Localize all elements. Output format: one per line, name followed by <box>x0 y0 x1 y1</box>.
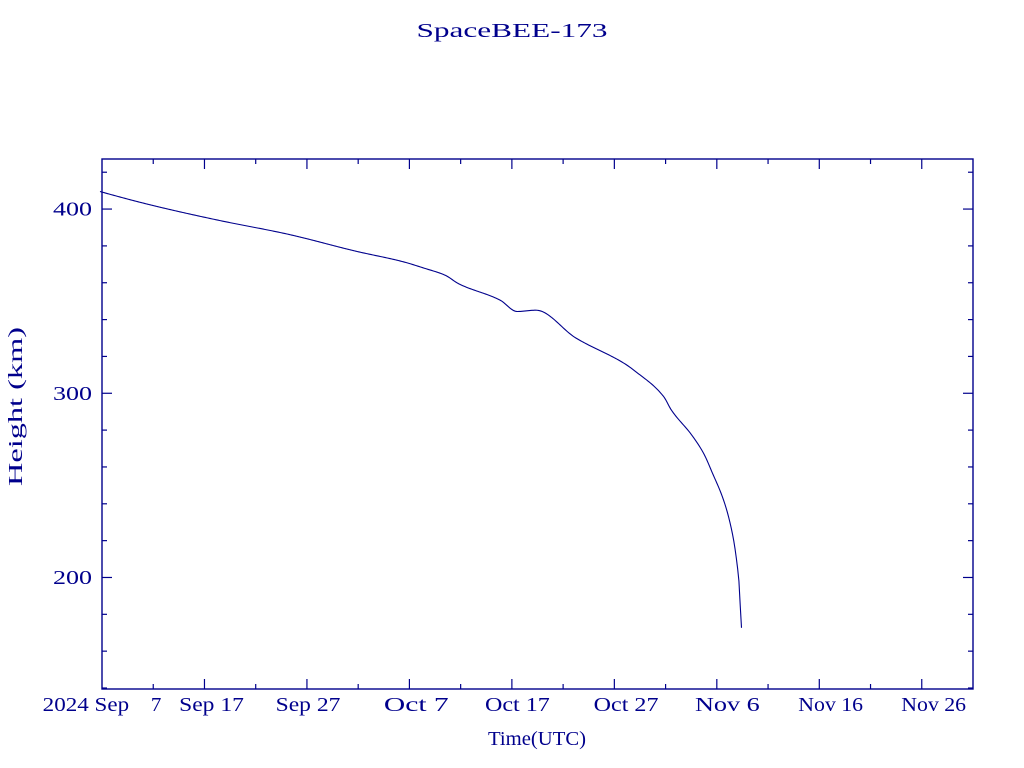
svg-text:7: 7 <box>151 694 162 716</box>
svg-text:Nov 16: Nov 16 <box>798 694 863 716</box>
svg-text:Sep 27: Sep 27 <box>276 694 341 716</box>
svg-text:Height (km): Height (km) <box>5 327 27 486</box>
svg-text:Sep 17: Sep 17 <box>179 694 244 716</box>
svg-text:Oct 27: Oct 27 <box>594 694 659 716</box>
svg-text:Time(UTC): Time(UTC) <box>488 728 586 750</box>
svg-text:Nov 26: Nov 26 <box>901 694 966 716</box>
svg-text:Oct 17: Oct 17 <box>485 694 550 716</box>
svg-text:300: 300 <box>53 383 92 405</box>
svg-text:400: 400 <box>53 199 92 221</box>
svg-text:Oct 7: Oct 7 <box>384 694 449 716</box>
svg-text:SpaceBEE-173: SpaceBEE-173 <box>417 20 608 42</box>
svg-text:2024 Sep: 2024 Sep <box>43 694 129 716</box>
svg-text:200: 200 <box>53 567 92 589</box>
svg-text:Nov 6: Nov 6 <box>695 694 760 716</box>
